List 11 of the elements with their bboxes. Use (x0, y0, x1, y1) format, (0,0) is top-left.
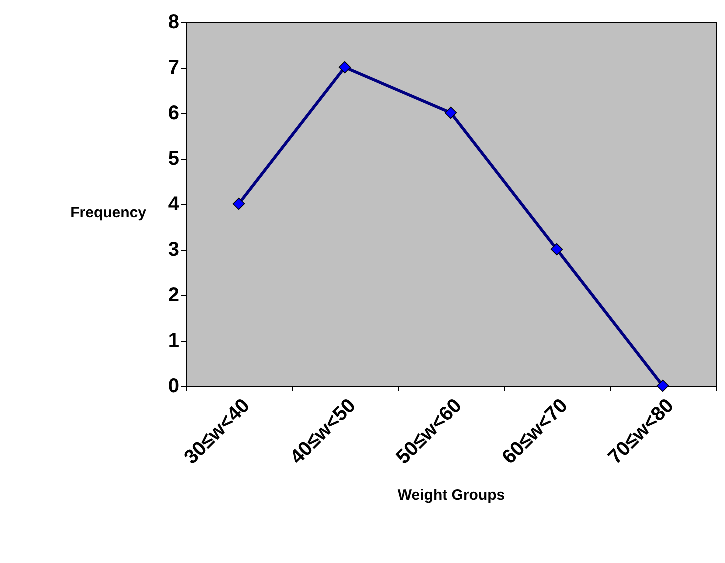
y-tick-label: 2 (168, 284, 180, 306)
y-tick-label: 1 (168, 330, 180, 352)
y-tick-label: 0 (168, 376, 180, 398)
y-tick-label: 7 (168, 57, 180, 79)
y-tick-label: 4 (168, 194, 180, 216)
y-tick-label: 8 (168, 12, 180, 34)
y-tick-label: 3 (168, 239, 180, 261)
y-tick-label: 6 (168, 102, 180, 124)
y-tick-label: 5 (168, 148, 180, 170)
x-axis-title: Weight Groups (398, 487, 506, 504)
y-axis-title: Frequency (70, 204, 148, 222)
